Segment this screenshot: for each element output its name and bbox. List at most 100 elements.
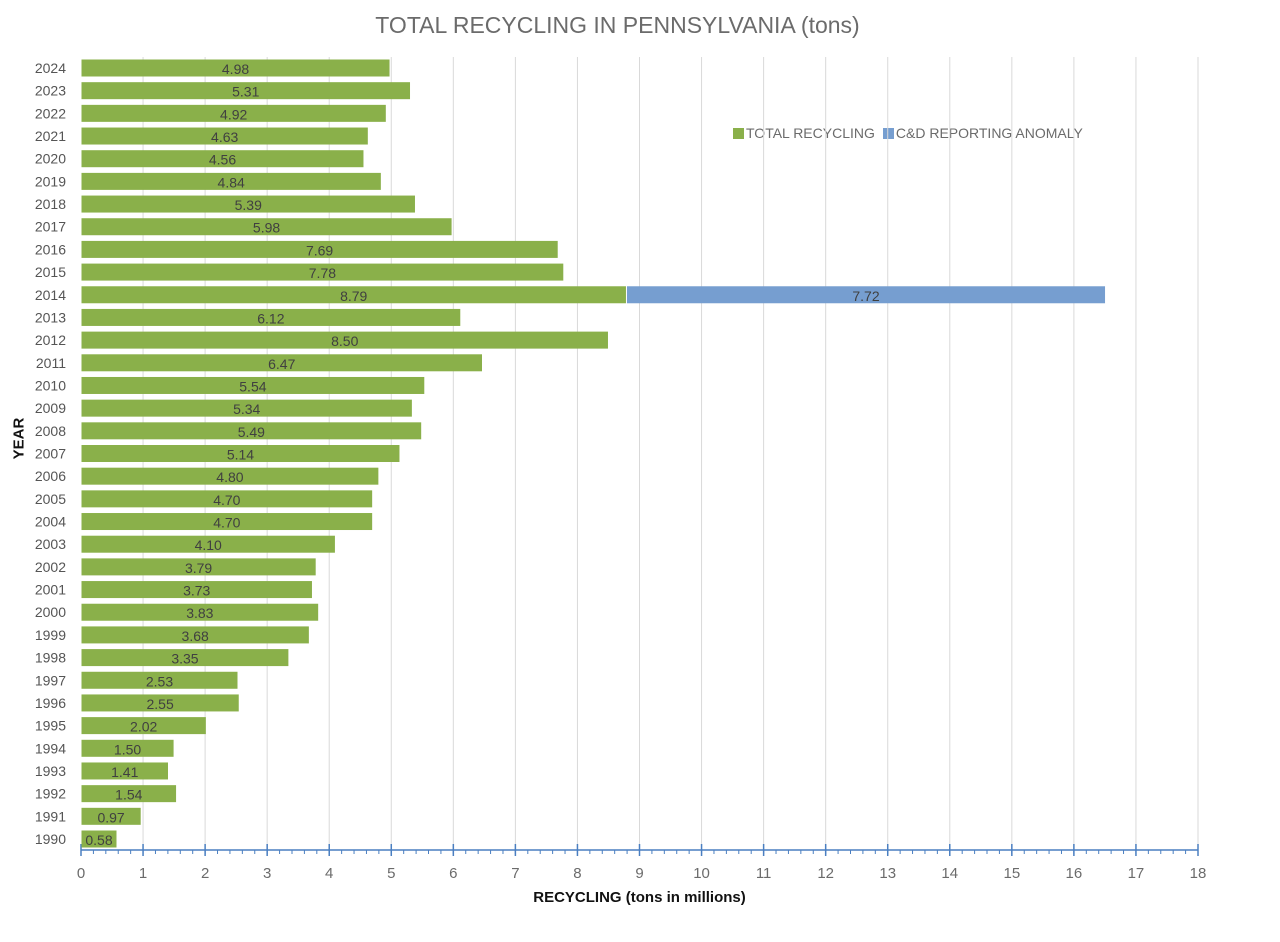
y-tick-label: 2002 (35, 559, 66, 575)
x-tick-label: 1 (139, 865, 147, 882)
y-tick-label: 2007 (35, 446, 66, 462)
data-label: 1.54 (115, 787, 142, 803)
data-label: 7.72 (852, 288, 879, 304)
legend-label: C&D REPORTING ANOMALY (895, 125, 1083, 141)
bar-total-recycling (81, 127, 368, 145)
y-tick-label: 2017 (35, 219, 66, 235)
bar-total-recycling (81, 694, 239, 712)
data-label: 6.47 (268, 356, 295, 372)
data-label: 4.70 (213, 515, 240, 531)
y-tick-label: 2024 (35, 60, 66, 76)
bar-total-recycling (81, 354, 482, 372)
y-tick-label: 2020 (35, 151, 66, 167)
x-tick-label: 11 (756, 865, 772, 882)
x-tick-label: 10 (693, 865, 710, 882)
bar-total-recycling (81, 376, 425, 394)
y-tick-label: 2000 (35, 604, 66, 620)
bar-total-recycling (81, 785, 177, 803)
bar-total-recycling (81, 422, 422, 440)
y-tick-label: 1993 (35, 763, 66, 779)
y-tick-label: 2010 (35, 377, 66, 393)
y-tick-label: 2011 (36, 355, 66, 371)
y-tick-label: 1990 (35, 831, 66, 847)
data-label: 4.10 (195, 537, 222, 553)
bar-total-recycling (81, 649, 289, 667)
data-label: 4.63 (211, 129, 238, 145)
bar-c-d-reporting-anomaly (626, 286, 1106, 304)
x-tick-label: 9 (635, 865, 643, 882)
legend-item-total-recycling: TOTAL RECYCLING (733, 125, 875, 141)
data-label: 3.35 (171, 651, 198, 667)
data-label: 0.58 (85, 832, 112, 848)
bar-total-recycling (81, 717, 206, 735)
data-label: 4.70 (213, 492, 240, 508)
data-label: 7.78 (309, 265, 336, 281)
x-tick-label: 3 (263, 865, 271, 882)
y-tick-label: 1991 (35, 808, 66, 824)
data-label: 1.50 (114, 741, 141, 757)
data-label: 4.56 (209, 152, 236, 168)
bar-total-recycling (81, 59, 390, 77)
bar-total-recycling (81, 626, 309, 644)
legend-swatch (882, 127, 894, 139)
bar-total-recycling (81, 535, 335, 553)
y-tick-label: 2018 (35, 196, 66, 212)
bar-total-recycling (81, 445, 400, 462)
bar-total-recycling (81, 240, 558, 258)
bar-total-recycling (81, 762, 168, 780)
x-axis-label: RECYCLING (tons in millions) (533, 889, 746, 906)
data-label: 4.84 (218, 174, 245, 190)
data-label: 3.73 (183, 583, 210, 599)
data-label: 4.92 (220, 106, 247, 122)
data-label: 5.49 (238, 424, 265, 440)
x-tick-label: 6 (449, 865, 457, 882)
data-label: 3.79 (185, 560, 212, 576)
x-tick-label: 16 (1066, 865, 1083, 882)
bar-total-recycling (81, 513, 373, 531)
y-tick-label: 2009 (35, 400, 66, 416)
data-label: 5.39 (235, 197, 262, 213)
data-label: 5.31 (232, 84, 259, 100)
data-label: 2.53 (146, 673, 173, 689)
y-tick-label: 1992 (35, 786, 66, 802)
y-tick-label: 2006 (35, 468, 66, 484)
x-tick-label: 17 (1128, 865, 1145, 882)
legend-label: TOTAL RECYCLING (746, 125, 875, 141)
data-label: 4.80 (216, 469, 243, 485)
y-tick-label: 1998 (35, 650, 66, 666)
data-label: 3.68 (182, 628, 209, 644)
x-tick-label: 0 (77, 865, 85, 882)
y-tick-label: 2016 (35, 241, 66, 257)
legend: TOTAL RECYCLING C&D REPORTING ANOMALY (733, 125, 1091, 141)
bar-total-recycling (81, 150, 364, 168)
data-label: 2.02 (130, 719, 157, 735)
bar-total-recycling (81, 739, 174, 757)
bar-total-recycling (81, 399, 412, 417)
bar-total-recycling (81, 603, 319, 621)
data-label: 5.14 (227, 447, 254, 463)
y-tick-label: 2015 (35, 264, 66, 280)
data-label: 7.69 (306, 242, 333, 258)
chart-title: TOTAL RECYCLING IN PENNSYLVANIA (tons) (375, 12, 860, 38)
bar-total-recycling (81, 490, 373, 508)
bar-total-recycling (81, 331, 608, 349)
bar-total-recycling (81, 581, 312, 599)
y-tick-label: 2008 (35, 423, 66, 439)
y-tick-label: 2001 (35, 582, 66, 598)
x-tick-label: 2 (201, 865, 209, 882)
bar-total-recycling (81, 172, 381, 190)
x-tick-label: 8 (573, 865, 581, 882)
bar-total-recycling (81, 195, 415, 213)
data-label: 5.34 (233, 401, 260, 417)
y-tick-label: 2004 (35, 514, 66, 530)
y-tick-label: 1994 (35, 740, 66, 756)
y-tick-label: 2023 (35, 83, 66, 99)
y-tick-label: 2013 (35, 309, 66, 325)
x-tick-label: 15 (1003, 865, 1020, 882)
y-tick-label: 2019 (35, 173, 66, 189)
x-tick-label: 7 (511, 865, 519, 882)
legend-swatch (733, 127, 744, 139)
bar-total-recycling (81, 82, 411, 100)
bar-total-recycling (81, 830, 117, 848)
